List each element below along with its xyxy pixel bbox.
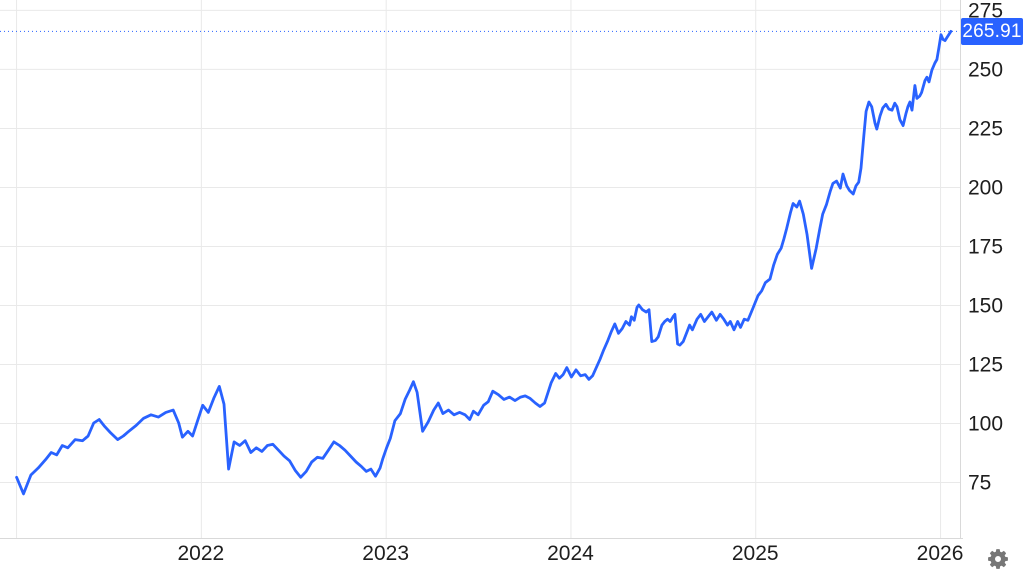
y-axis-label: 275 [968, 0, 1003, 22]
y-axis-label: 225 [968, 117, 1003, 140]
y-axis-label: 125 [968, 354, 1003, 377]
y-axis-label: 250 [968, 58, 1003, 81]
price-line-series [15, 30, 953, 496]
y-axis-label: 75 [968, 472, 991, 495]
y-axis-label: 150 [968, 295, 1003, 318]
y-axis-label: 100 [968, 413, 1003, 436]
x-axis-label: 2023 [362, 542, 409, 565]
y-axis-label: 175 [968, 235, 1003, 258]
last-price-badge: 265.91 [961, 18, 1023, 45]
last-price-value: 265.91 [962, 20, 1022, 42]
x-axis-label: 2026 [917, 542, 964, 565]
x-axis-label: 2024 [547, 542, 594, 565]
gear-icon [988, 549, 1008, 569]
y-axis-label: 200 [968, 176, 1003, 199]
x-axis-label: 2022 [178, 542, 225, 565]
x-axis-label: 2025 [732, 542, 779, 565]
settings-button[interactable] [984, 545, 1012, 573]
gear-icon-shape [988, 549, 1008, 569]
